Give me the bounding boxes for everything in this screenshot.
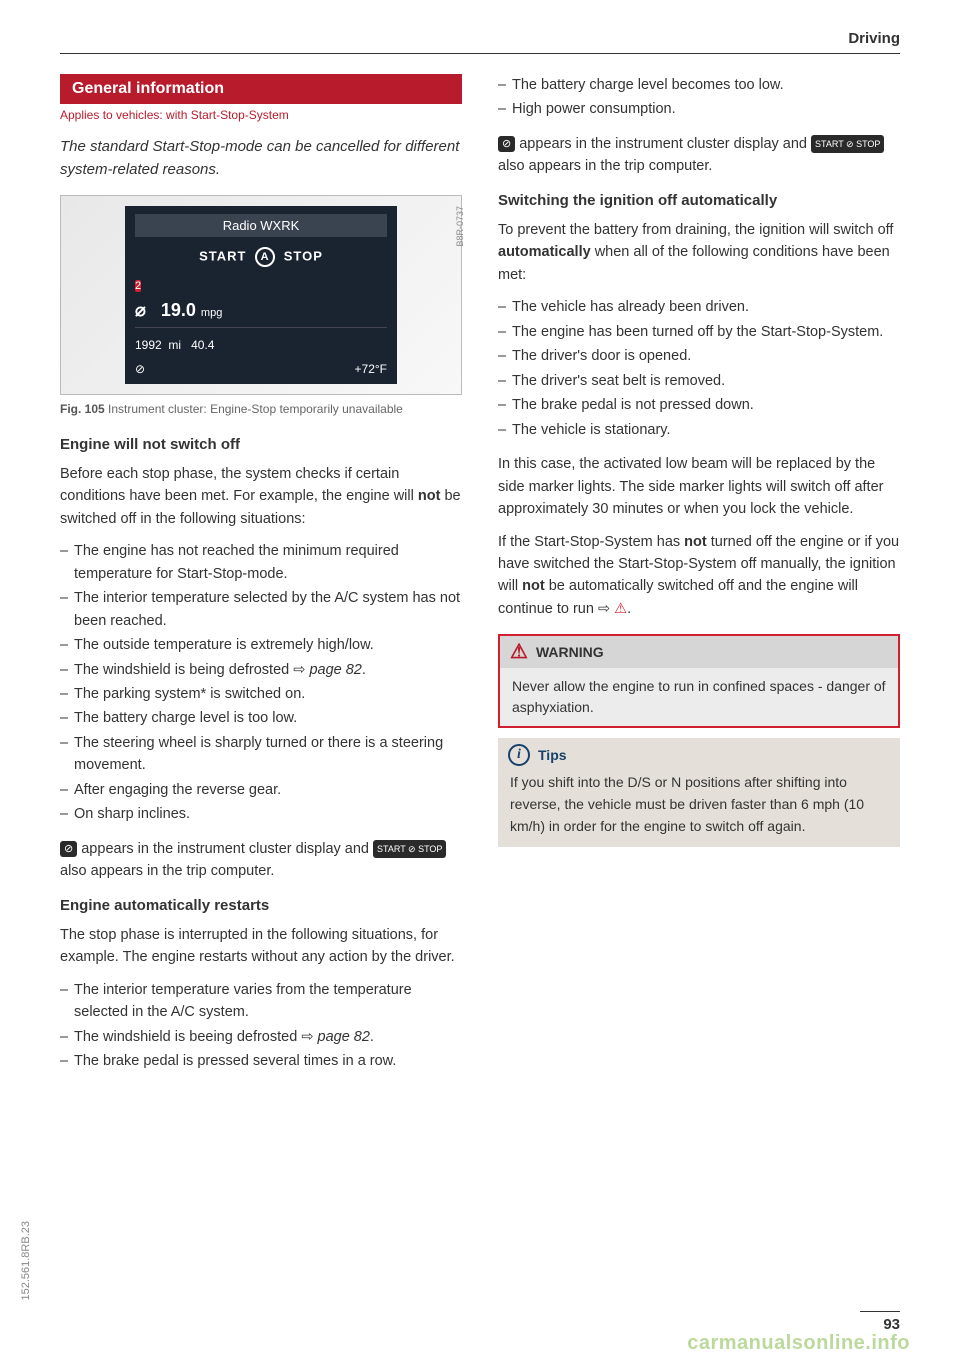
- odometer: 1992: [135, 338, 162, 352]
- list-item: The battery charge level becomes too low…: [498, 74, 900, 96]
- odo-unit: mi: [168, 338, 181, 352]
- list-engine-off: The engine has not reached the minimum r…: [60, 540, 462, 826]
- warning-badge: 2: [135, 280, 141, 292]
- subheading-ignition: Switching the ignition off automatically: [498, 192, 900, 209]
- list-item: The battery charge level is too low.: [60, 707, 462, 729]
- tips-header: i Tips: [498, 738, 900, 772]
- text: The windshield is being defrosted: [74, 662, 293, 678]
- stop-icon-inline: ⊘: [60, 841, 77, 857]
- left-column: General information Applies to vehicles:…: [60, 74, 462, 1085]
- para-icons: ⊘ appears in the instrument cluster disp…: [60, 838, 462, 883]
- list-item: The engine has been turned off by the St…: [498, 321, 900, 343]
- document-code: 152.561.8RB.23: [20, 1221, 32, 1301]
- para-restarts: The stop phase is interrupted in the fol…: [60, 924, 462, 969]
- figure-105: B8R-0737 Radio WXRK START A STOP 2 ⌀ 19.…: [60, 195, 462, 395]
- start-stop-row: START A STOP: [135, 243, 387, 271]
- para-engine-off: Before each stop phase, the system check…: [60, 463, 462, 530]
- mpg-row: ⌀ 19.0 mpg: [135, 298, 387, 328]
- list-item: The outside temperature is extremely hig…: [60, 634, 462, 656]
- warning-body: Never allow the engine to run in confine…: [500, 668, 898, 726]
- mpg-value: 19.0: [161, 300, 196, 320]
- para-ignition: To prevent the battery from draining, th…: [498, 219, 900, 286]
- figure-number: Fig. 105: [60, 402, 105, 416]
- tips-body: If you shift into the D/S or N positions…: [498, 772, 900, 847]
- para-lowbeam: In this case, the activated low beam wil…: [498, 453, 900, 520]
- list-item: The driver's door is opened.: [498, 345, 900, 367]
- instrument-cluster: Radio WXRK START A STOP 2 ⌀ 19.0 mpg 199…: [125, 206, 397, 384]
- para-not-off: If the Start-Stop-System has not turned …: [498, 531, 900, 621]
- text: appears in the instrument cluster displa…: [515, 136, 811, 152]
- applies-to: Applies to vehicles: with Start-Stop-Sys…: [60, 108, 462, 122]
- cluster-bottom-row: 1992 mi 40.4: [135, 334, 387, 352]
- list-item: The windshield is beeing defrosted page …: [60, 1026, 462, 1048]
- text: appears in the instrument cluster displa…: [77, 841, 373, 857]
- start-stop-icon-inline: START ⊘ STOP: [811, 135, 884, 153]
- list-item: The interior temperature varies from the…: [60, 979, 462, 1024]
- list-item: The parking system* is switched on.: [60, 683, 462, 705]
- list-item: The brake pedal is not pressed down.: [498, 394, 900, 416]
- list-item: The interior temperature selected by the…: [60, 587, 462, 632]
- stop-icon: ⊘: [135, 362, 145, 376]
- list-item: The windshield is being defrosted page 8…: [60, 659, 462, 681]
- mpg-unit: mpg: [201, 307, 222, 319]
- tips-box: i Tips If you shift into the D/S or N po…: [498, 738, 900, 847]
- lead-paragraph: The standard Start-Stop-mode can be canc…: [60, 136, 462, 181]
- text: Before each stop phase, the system check…: [60, 466, 418, 504]
- text-bold: not: [418, 488, 441, 504]
- figure-caption-text: Instrument cluster: Engine-Stop temporar…: [108, 402, 403, 416]
- warning-triangle-icon: ⚠: [614, 601, 627, 617]
- start-stop-icon-inline: START ⊘ STOP: [373, 840, 446, 858]
- stop-label: STOP: [284, 248, 323, 263]
- list-item: The vehicle is stationary.: [498, 419, 900, 441]
- content-columns: General information Applies to vehicles:…: [60, 74, 900, 1085]
- subheading-restarts: Engine automatically restarts: [60, 897, 462, 914]
- right-column: The battery charge level becomes too low…: [498, 74, 900, 1085]
- warning-header: ⚠ WARNING: [500, 636, 898, 668]
- info-icon: i: [508, 744, 530, 766]
- text-bold: not: [684, 534, 707, 550]
- text: be automatically switched off and the en…: [498, 578, 858, 616]
- list-item: The driver's seat belt is removed.: [498, 370, 900, 392]
- tips-title: Tips: [538, 747, 567, 763]
- text: The windshield is beeing defrosted: [74, 1029, 301, 1045]
- cluster-temp-row: ⊘ +72°F: [135, 358, 387, 376]
- text: also appears in the trip computer.: [498, 158, 712, 174]
- trip: 40.4: [191, 338, 214, 352]
- text-bold: automatically: [498, 244, 591, 260]
- figure-code: B8R-0737: [455, 206, 465, 247]
- page-ref: page 82: [293, 662, 362, 678]
- list-ignition: The vehicle has already been driven. The…: [498, 296, 900, 441]
- section-title: General information: [60, 74, 462, 104]
- stop-icon-inline: ⊘: [498, 136, 515, 152]
- figure-caption: Fig. 105 Instrument cluster: Engine-Stop…: [60, 401, 462, 418]
- list-item: The vehicle has already been driven.: [498, 296, 900, 318]
- warning-box: ⚠ WARNING Never allow the engine to run …: [498, 634, 900, 728]
- start-stop-icon: A: [255, 247, 275, 267]
- para-icons-right: ⊘ appears in the instrument cluster disp…: [498, 133, 900, 178]
- text-bold: not: [522, 578, 545, 594]
- list-item: The engine has not reached the minimum r…: [60, 540, 462, 585]
- start-label: START: [199, 248, 246, 263]
- page-number: 93: [860, 1311, 900, 1333]
- text: also appears in the trip computer.: [60, 863, 274, 879]
- list-item: On sharp inclines.: [60, 803, 462, 825]
- list-item: The brake pedal is pressed several times…: [60, 1050, 462, 1072]
- text: If the Start-Stop-System has: [498, 534, 684, 550]
- text: To prevent the battery from draining, th…: [498, 222, 893, 238]
- warning-title: WARNING: [536, 644, 604, 660]
- watermark: carmanualsonline.info: [687, 1332, 910, 1355]
- warning-triangle-icon: ⚠: [510, 642, 528, 662]
- null-icon: ⌀: [135, 300, 146, 320]
- list-restarts: The interior temperature varies from the…: [60, 979, 462, 1073]
- page-ref: page 82: [301, 1029, 370, 1045]
- radio-display: Radio WXRK: [135, 214, 387, 237]
- temperature: +72°F: [355, 362, 387, 376]
- list-item: After engaging the reverse gear.: [60, 779, 462, 801]
- list-continued: The battery charge level becomes too low…: [498, 74, 900, 121]
- list-item: The steering wheel is sharply turned or …: [60, 732, 462, 777]
- list-item: High power consumption.: [498, 98, 900, 120]
- subheading-engine-off: Engine will not switch off: [60, 436, 462, 453]
- chapter-heading: Driving: [60, 30, 900, 54]
